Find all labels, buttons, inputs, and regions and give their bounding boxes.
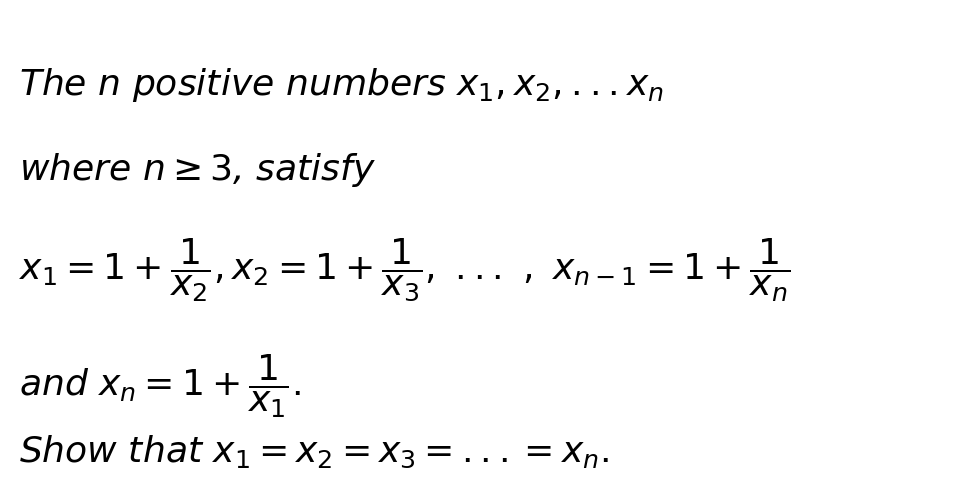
Text: where $n\geq3$, satisfy: where $n\geq3$, satisfy — [19, 151, 376, 189]
Text: The $n$ positive numbers $x_1,x_2,...x_n$: The $n$ positive numbers $x_1,x_2,...x_n… — [19, 66, 663, 103]
Text: and $x_n=1+\dfrac{1}{x_1}.$: and $x_n=1+\dfrac{1}{x_1}.$ — [19, 353, 301, 420]
Text: $x_1=1+\dfrac{1}{x_2},x_2=1+\dfrac{1}{x_3},\ ...\ ,\ x_{n-1}=1+\dfrac{1}{x_n}$: $x_1=1+\dfrac{1}{x_2},x_2=1+\dfrac{1}{x_… — [19, 237, 790, 303]
Text: Show that $x_1=x_2=x_3=...=x_n.$: Show that $x_1=x_2=x_3=...=x_n.$ — [19, 433, 608, 470]
